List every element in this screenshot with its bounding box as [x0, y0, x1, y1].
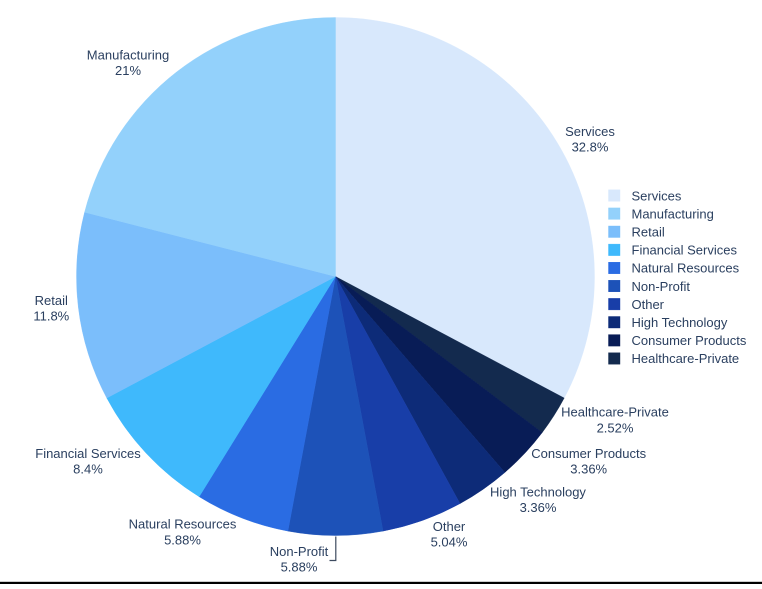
svg-text:21%: 21%	[115, 63, 141, 78]
svg-text:Services: Services	[632, 188, 682, 203]
svg-text:High Technology: High Technology	[632, 315, 728, 330]
svg-text:High Technology: High Technology	[490, 484, 586, 499]
svg-text:Healthcare-Private: Healthcare-Private	[561, 405, 669, 420]
svg-text:Non-Profit: Non-Profit	[632, 279, 691, 294]
svg-text:2.52%: 2.52%	[597, 420, 634, 435]
svg-text:5.04%: 5.04%	[431, 535, 468, 550]
svg-text:Healthcare-Private: Healthcare-Private	[632, 351, 740, 366]
svg-text:Retail: Retail	[35, 293, 68, 308]
svg-text:Other: Other	[433, 519, 466, 534]
svg-text:Manufacturing: Manufacturing	[632, 206, 714, 221]
svg-text:3.36%: 3.36%	[520, 500, 557, 515]
svg-text:Other: Other	[632, 297, 665, 312]
svg-text:3.36%: 3.36%	[570, 462, 607, 477]
svg-text:Consumer Products: Consumer Products	[632, 333, 747, 348]
svg-text:Natural Resources: Natural Resources	[632, 261, 740, 276]
svg-text:Natural Resources: Natural Resources	[129, 517, 237, 532]
svg-text:32.8%: 32.8%	[572, 140, 609, 155]
svg-text:Consumer Products: Consumer Products	[531, 446, 646, 461]
svg-text:8.4%: 8.4%	[73, 462, 103, 477]
svg-text:5.88%: 5.88%	[281, 560, 318, 575]
svg-text:Services: Services	[565, 124, 615, 139]
svg-text:5.88%: 5.88%	[164, 532, 201, 547]
svg-text:Non-Profit: Non-Profit	[270, 544, 329, 559]
svg-text:Retail: Retail	[632, 225, 665, 240]
svg-text:Manufacturing: Manufacturing	[87, 47, 169, 62]
svg-text:Financial Services: Financial Services	[632, 243, 738, 258]
svg-text:Financial Services: Financial Services	[35, 446, 141, 461]
svg-text:11.8%: 11.8%	[33, 308, 69, 323]
